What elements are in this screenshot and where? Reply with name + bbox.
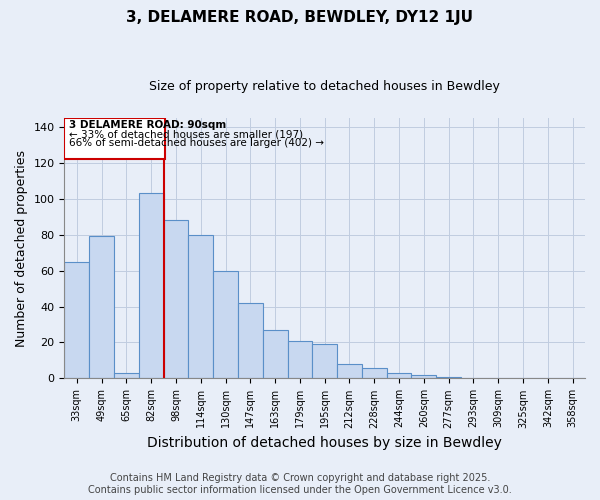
Bar [164,220,188,378]
Text: 66% of semi-detached houses are larger (402) →: 66% of semi-detached houses are larger (… [70,138,325,148]
Text: 3, DELAMERE ROAD, BEWDLEY, DY12 1JU: 3, DELAMERE ROAD, BEWDLEY, DY12 1JU [127,10,473,25]
Y-axis label: Number of detached properties: Number of detached properties [15,150,28,346]
Bar [287,340,313,378]
Bar [64,118,165,159]
Bar [263,330,287,378]
Text: ← 33% of detached houses are smaller (197): ← 33% of detached houses are smaller (19… [70,130,304,140]
X-axis label: Distribution of detached houses by size in Bewdley: Distribution of detached houses by size … [147,436,502,450]
Bar [64,262,89,378]
Bar [188,234,213,378]
Bar [313,344,337,378]
Text: 3 DELAMERE ROAD: 90sqm: 3 DELAMERE ROAD: 90sqm [70,120,227,130]
Bar [436,376,461,378]
Bar [238,303,263,378]
Bar [337,364,362,378]
Bar [89,236,114,378]
Bar [362,368,386,378]
Text: Contains HM Land Registry data © Crown copyright and database right 2025.
Contai: Contains HM Land Registry data © Crown c… [88,474,512,495]
Bar [139,194,164,378]
Bar [386,373,412,378]
Bar [412,375,436,378]
Title: Size of property relative to detached houses in Bewdley: Size of property relative to detached ho… [149,80,500,93]
Bar [213,270,238,378]
Bar [114,373,139,378]
